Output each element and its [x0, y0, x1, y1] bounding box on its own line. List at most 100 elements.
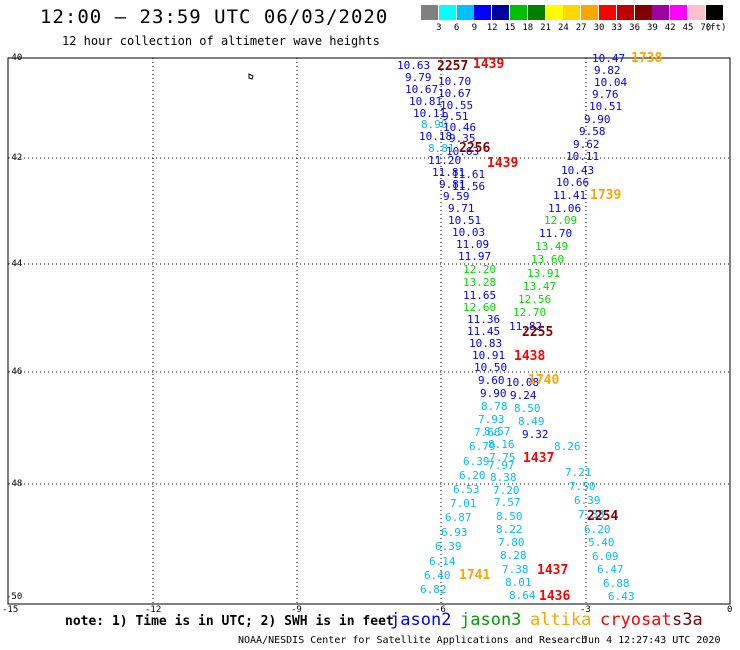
color-tick-label: 18 — [522, 23, 534, 33]
lat-label: -40 — [6, 53, 23, 63]
color-tick-label: 9 — [471, 23, 478, 33]
swh-value: 12.20 — [463, 263, 497, 276]
swh-value: 10.70 — [438, 75, 472, 88]
swh-value: 12.56 — [518, 293, 552, 306]
swh-value: 12.70 — [513, 306, 547, 319]
swh-value: 11.56 — [452, 180, 486, 193]
swh-value: 8.16 — [488, 438, 515, 451]
swh-value: 7.38 — [502, 563, 529, 576]
swh-value: 10.11 — [413, 107, 447, 120]
color-swatch — [599, 5, 616, 20]
swh-value: 8.78 — [481, 400, 508, 413]
pass-time-label: 2257 — [437, 59, 469, 74]
swh-value: 10.46 — [443, 121, 477, 134]
swh-value: 9.62 — [573, 138, 600, 151]
swh-value: 10.11 — [566, 150, 600, 163]
lon-label: -6 — [435, 605, 446, 615]
color-tick-label: 6 — [453, 23, 460, 33]
pass-time-label: 1437 — [537, 563, 569, 578]
swh-value: 6.79 — [469, 440, 496, 453]
swh-value: 5.40 — [588, 536, 615, 549]
swh-value: 10.63 — [446, 145, 480, 158]
color-tick-label: 45 — [682, 23, 694, 33]
swh-value: 6.39 — [463, 455, 490, 468]
swh-value: 8.49 — [518, 415, 545, 428]
swh-value: 10.55 — [440, 99, 474, 112]
swh-value: 9.79 — [405, 71, 432, 84]
color-tick-label: 36 — [629, 23, 641, 33]
lon-label: -15 — [2, 605, 19, 615]
color-tick-label: 42 — [664, 23, 676, 33]
lat-label: -48 — [6, 479, 23, 489]
color-swatch — [670, 5, 688, 20]
swh-value: 10.03 — [452, 226, 486, 239]
pass-time-label: 1738 — [631, 51, 663, 66]
swh-value: 6.88 — [603, 577, 630, 590]
color-swatch — [652, 5, 670, 20]
legend-altika: altika — [530, 610, 592, 630]
swh-value: 7.93 — [478, 413, 505, 426]
swh-value: 8.64 — [509, 589, 536, 602]
latitude-gridlines — [8, 157, 730, 485]
swh-value: 12.09 — [544, 214, 578, 227]
swh-value: 10.91 — [472, 349, 506, 362]
pass-time-label: 1439 — [473, 57, 505, 72]
color-swatch — [563, 5, 581, 20]
map-title: 12:00 – 23:59 UTC 06/03/2020 — [40, 6, 389, 28]
swh-value: 11.20 — [428, 154, 462, 167]
color-swatch — [545, 5, 563, 20]
swh-value: 10.81 — [409, 95, 443, 108]
swh-value: 10.18 — [419, 130, 453, 143]
lon-label: -3 — [580, 605, 591, 615]
swh-value: 7.66 — [474, 426, 501, 439]
swh-value: 13.91 — [527, 267, 561, 280]
swh-value: 8.28 — [500, 549, 527, 562]
swh-value: 11.06 — [548, 202, 582, 215]
swh-value: 11.82 — [509, 320, 543, 333]
lon-label: 0 — [727, 605, 733, 615]
pass-time-label: 2255 — [522, 325, 554, 340]
lat-label: -42 — [6, 153, 23, 163]
swh-value: 7.20 — [493, 484, 520, 497]
swh-value: 8.50 — [496, 510, 523, 523]
swh-value: 9.35 — [449, 132, 476, 145]
swh-value: 8.50 — [514, 402, 541, 415]
legend-jason3: jason3 — [460, 610, 522, 630]
color-tick-label: 27 — [575, 23, 587, 33]
color-swatch — [705, 5, 723, 20]
color-swatch — [688, 5, 705, 20]
color-swatch — [510, 5, 527, 20]
swh-value: 8.57 — [484, 425, 511, 438]
swh-value: 10.04 — [594, 76, 628, 89]
color-tick-label: 33 — [611, 23, 623, 33]
plot-frame — [7, 57, 731, 605]
swh-value: 10.50 — [474, 361, 508, 374]
swh-value: 11.09 — [456, 238, 490, 251]
swh-value: 7.75 — [489, 451, 516, 464]
color-tick-label: 39 — [646, 23, 658, 33]
swh-value: 8.26 — [554, 440, 581, 453]
pass-time-label: 1439 — [487, 156, 519, 171]
swh-value: 11.81 — [432, 166, 466, 179]
swh-value: 13.28 — [463, 276, 497, 289]
pass-time-label: 1739 — [590, 188, 622, 203]
lon-label: -12 — [145, 605, 162, 615]
pass-time-label: 1437 — [523, 451, 555, 466]
color-tick-label: 3 — [436, 23, 442, 33]
swh-value: 6.14 — [429, 555, 456, 568]
swh-value: 8.22 — [496, 523, 523, 536]
swh-value: 6.43 — [608, 590, 635, 603]
swh-value: 10.66 — [556, 176, 590, 189]
swh-value: 9.90 — [480, 387, 507, 400]
color-swatch — [581, 5, 599, 20]
swh-value: 11.65 — [463, 289, 497, 302]
pass-time-label: 1438 — [514, 349, 546, 364]
swh-value: 6.20 — [459, 469, 486, 482]
swh-value: 10.67 — [405, 83, 439, 96]
swh-value: 7.38 — [578, 508, 605, 521]
swh-value: 6.53 — [453, 483, 480, 496]
color-swatch — [474, 5, 492, 20]
lat-label: -44 — [6, 259, 23, 269]
swh-value: 7.50 — [569, 480, 596, 493]
swh-value: 8.01 — [505, 576, 532, 589]
